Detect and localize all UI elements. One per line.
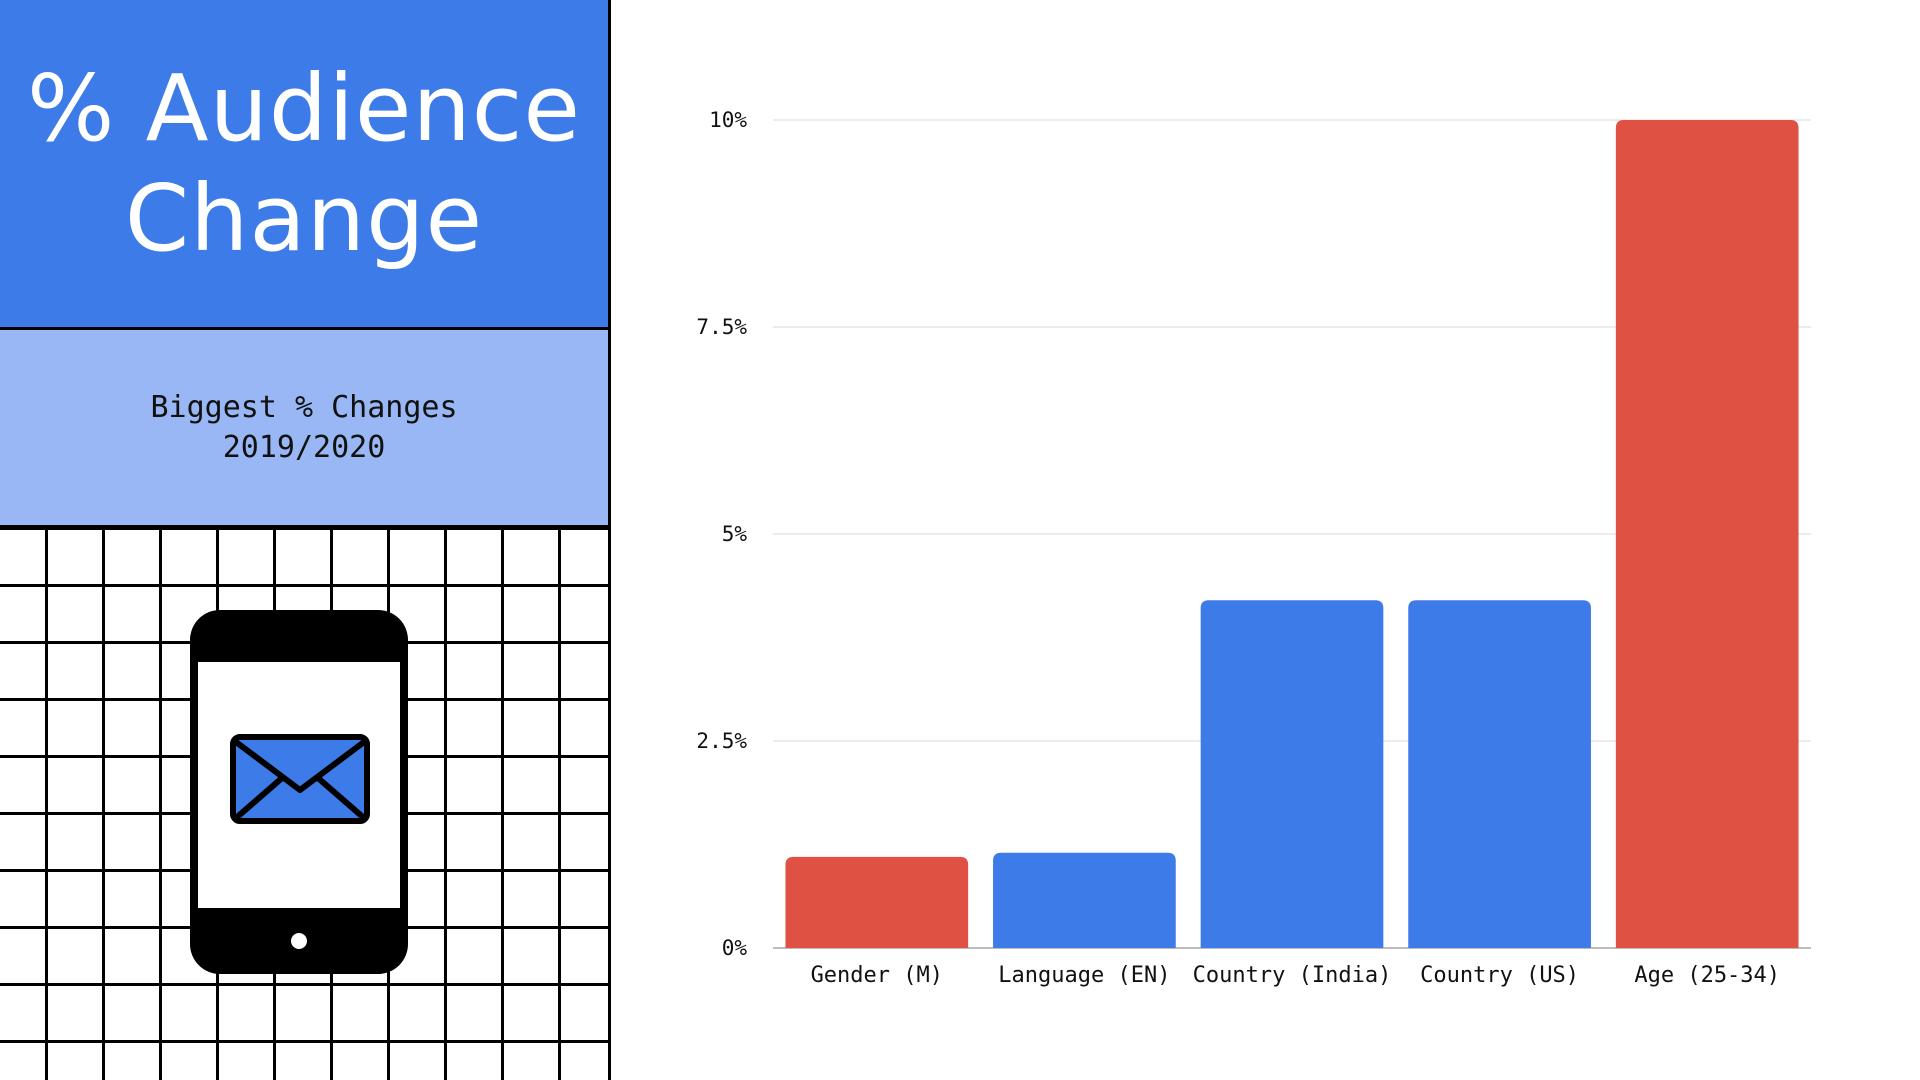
phone-screen [198, 662, 400, 908]
y-tick-label: 5% [722, 522, 748, 546]
smartphone-icon [190, 610, 408, 974]
subtitle-line-2: 2019/2020 [222, 429, 386, 465]
envelope-icon [230, 734, 370, 824]
x-tick-label: Language (EN) [998, 963, 1170, 988]
x-tick-label: Country (India) [1193, 963, 1392, 988]
bar [993, 852, 1176, 948]
subtitle-line-1: Biggest % Changes [150, 389, 458, 425]
bars [785, 120, 1799, 948]
bar-chart: 0% 2.5% 5% 7.5% 10% Gender (M) Language (EN) C… [696, 108, 1811, 988]
y-axis-ticks: 0% 2.5% 5% 7.5% 10% [696, 108, 747, 960]
page-title: % Audience Change [27, 54, 581, 274]
x-tick-label: Age (25-34) [1634, 963, 1780, 988]
bar [785, 856, 969, 948]
x-axis-labels: Gender (M) Language (EN) Country (India) Co… [811, 963, 1780, 988]
bar [1615, 120, 1799, 948]
left-panel: % Audience Change Biggest % Changes 2019… [0, 0, 611, 1080]
title-line-1: % Audience [27, 54, 581, 162]
y-tick-label: 10% [709, 108, 747, 132]
y-tick-label: 0% [722, 936, 748, 960]
x-tick-label: Country (US) [1420, 963, 1579, 988]
y-tick-label: 7.5% [696, 315, 747, 339]
title-line-2: Change [124, 164, 484, 272]
title-block: % Audience Change [0, 0, 608, 330]
bar [1200, 600, 1384, 948]
y-tick-label: 2.5% [696, 729, 747, 753]
phone-home-button [291, 933, 307, 949]
bar [1408, 600, 1591, 948]
x-tick-label: Gender (M) [811, 963, 943, 988]
subtitle-block: Biggest % Changes 2019/2020 [0, 330, 608, 528]
